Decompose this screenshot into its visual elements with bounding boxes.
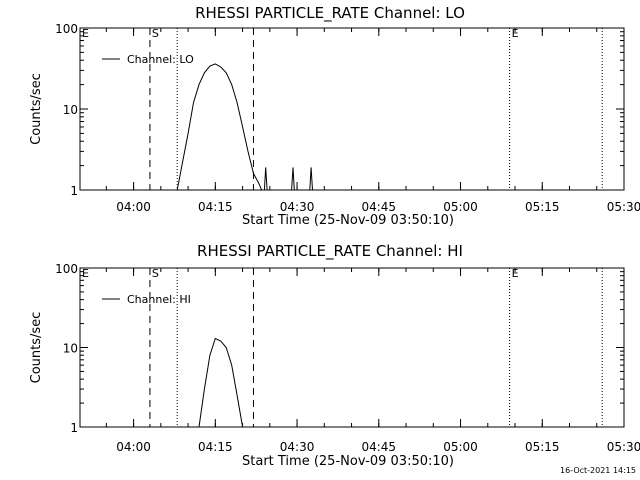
- y-tick-label: 10: [63, 103, 78, 117]
- marker-label: S: [152, 27, 159, 40]
- series-line: [198, 337, 244, 428]
- y-axis-label: Counts/sec: [29, 312, 44, 384]
- legend-label: Channel: HI: [127, 293, 191, 306]
- series-line: [263, 167, 268, 191]
- x-tick-label: 04:15: [198, 200, 233, 214]
- y-tick-label: 100: [55, 262, 78, 276]
- x-axis-label: Start Time (25-Nov-09 03:50:10): [242, 213, 454, 228]
- x-axis-label: Start Time (25-Nov-09 03:50:10): [242, 454, 454, 469]
- y-tick-label: 10: [63, 342, 78, 356]
- chart-panel-0: RHESSI PARTICLE_RATE Channel: LO Start Ti…: [29, 4, 640, 228]
- x-tick-label: 05:15: [525, 200, 560, 214]
- chart-panel-1: RHESSI PARTICLE_RATE Channel: HI Start Ti…: [29, 242, 640, 469]
- x-tick-label: 05:00: [443, 440, 478, 454]
- marker-label: E: [512, 267, 519, 280]
- legend-label: Channel: LO: [127, 53, 194, 66]
- marker-label: E: [512, 27, 519, 40]
- marker-label: S: [152, 267, 159, 280]
- y-tick-label: 1: [70, 421, 78, 435]
- y-axis-label: Counts/sec: [29, 73, 44, 145]
- x-tick-label: 04:15: [198, 440, 233, 454]
- x-tick-label: 04:30: [280, 200, 315, 214]
- x-tick-label: 05:00: [443, 200, 478, 214]
- marker-label: E: [82, 27, 89, 40]
- x-tick-label: 04:45: [361, 440, 396, 454]
- series-line: [291, 167, 295, 191]
- x-tick-label: 05:30: [607, 440, 640, 454]
- x-tick-label: 04:45: [361, 200, 396, 214]
- marker-label: E: [82, 267, 89, 280]
- x-tick-label: 04:00: [116, 440, 151, 454]
- x-tick-label: 04:00: [116, 200, 151, 214]
- series-line: [176, 63, 263, 191]
- timestamp-label: 16-Oct-2021 14:15: [560, 466, 636, 475]
- y-tick-label: 1: [70, 184, 78, 198]
- chart-title: RHESSI PARTICLE_RATE Channel: HI: [197, 242, 463, 261]
- x-tick-label: 05:15: [525, 440, 560, 454]
- series-line: [309, 167, 313, 191]
- chart-title: RHESSI PARTICLE_RATE Channel: LO: [195, 4, 465, 23]
- x-tick-label: 05:30: [607, 200, 640, 214]
- x-tick-label: 04:30: [280, 440, 315, 454]
- plot-frame: [79, 267, 625, 428]
- y-tick-label: 100: [55, 22, 78, 36]
